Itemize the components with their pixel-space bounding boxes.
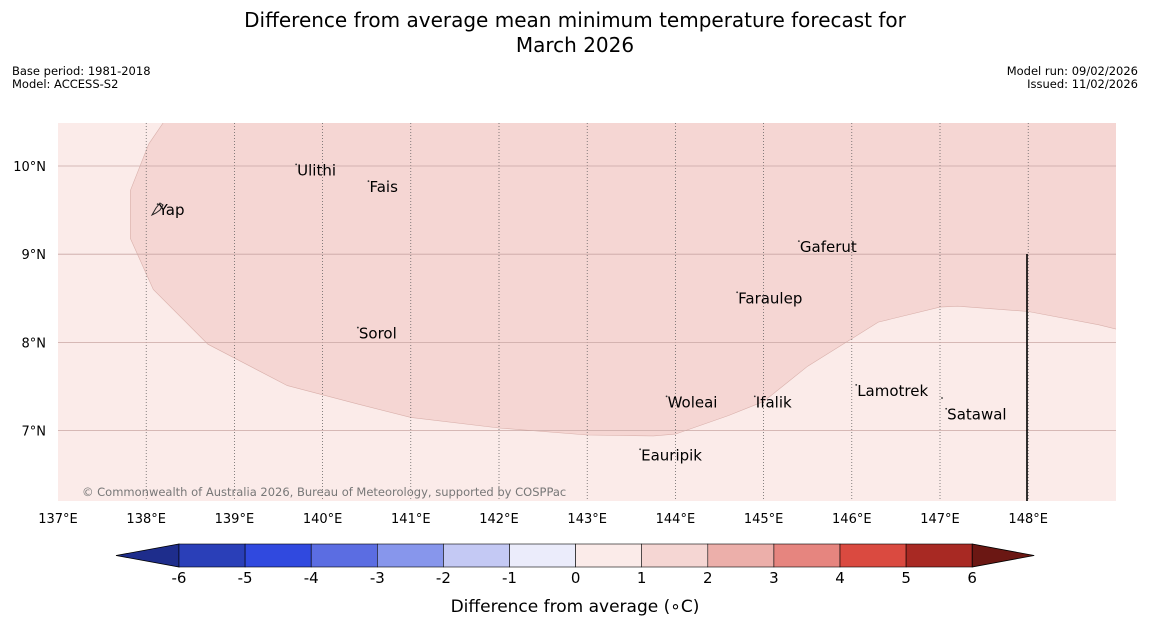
colorbar-bin [773, 543, 841, 568]
island-dot [941, 397, 943, 399]
colorbar-tick-label: 6 [967, 569, 977, 587]
x-tick-label: 144°E [656, 512, 696, 527]
place-label: Fais [369, 178, 398, 196]
place-label: Woleai [668, 393, 718, 411]
model-run: Model run: 09/02/2026 [1006, 64, 1138, 78]
model-name: Model: ACCESS-S2 [12, 77, 119, 91]
place-label: Eauripik [641, 446, 702, 464]
place-marker [639, 448, 642, 451]
colorbar-bin [310, 543, 378, 568]
place-marker [367, 180, 370, 183]
place-label: Ifalik [756, 393, 792, 411]
place-marker [156, 203, 159, 206]
x-tick-label: 138°E [126, 512, 166, 527]
colorbar-tick-label: -6 [172, 569, 187, 587]
y-axis-ticks: 10°N 9°N 8°N 7°N [13, 160, 46, 440]
colorbar-tick-label: -4 [304, 569, 319, 587]
anomaly-region-0 [130, 123, 1116, 437]
place-marker [665, 395, 668, 398]
title-line-2: March 2026 [515, 33, 635, 57]
colorbar-tick-label: 3 [769, 569, 779, 587]
x-tick-label: 148°E [1008, 512, 1048, 527]
x-tick-label: 141°E [391, 512, 431, 527]
y-tick-label: 8°N [22, 336, 47, 351]
place-label: Yap [158, 201, 185, 219]
colorbar: -6 -5 -4 -3 -2 -1 0 1 2 3 4 5 6 [115, 543, 1035, 587]
colorbar-tick-label: -2 [436, 569, 451, 587]
colorbar-bin [905, 543, 973, 568]
place-label: Gaferut [800, 238, 857, 256]
colorbar-bin [839, 543, 907, 568]
colorbar-tick-label: 0 [571, 569, 581, 587]
x-tick-label: 146°E [832, 512, 872, 527]
base-period: Base period: 1981-2018 [12, 64, 151, 78]
place-label: Ulithi [297, 161, 336, 179]
copyright-notice: © Commonwealth of Australia 2026, Bureau… [82, 485, 566, 499]
meta-right: Model run: 09/02/2026 Issued: 11/02/2026 [1007, 65, 1138, 91]
x-axis-ticks: 137°E 138°E 139°E 140°E 141°E 142°E 143°E 144°E… [38, 512, 1048, 527]
colorbar-tick-label: 2 [703, 569, 713, 587]
y-tick-label: 10°N [13, 160, 46, 175]
colorbar-extend-low [115, 543, 180, 568]
x-tick-label: 140°E [303, 512, 343, 527]
place-label: Lamotrek [857, 382, 928, 400]
place-label: Faraulep [738, 289, 802, 307]
x-tick-label: 142°E [479, 512, 519, 527]
place-labels: Yap Ulithi Fais Sorol Gaferut Faraulep Woleai I… [150, 161, 1007, 464]
place-label: Sorol [359, 325, 397, 343]
colorbar-bin [707, 543, 775, 568]
colorbar-bin [376, 543, 444, 568]
place-marker [945, 407, 948, 410]
y-tick-label: 7°N [22, 425, 47, 440]
place-marker [855, 384, 858, 386]
place-marker [295, 163, 298, 166]
colorbar-tick-label: -1 [502, 569, 517, 587]
colorbar-bin [575, 543, 642, 568]
issued-date: Issued: 11/02/2026 [1027, 77, 1138, 91]
chart-title: Difference from average mean minimum tem… [0, 8, 1150, 58]
place-marker [797, 240, 800, 243]
colorbar-bin [244, 543, 312, 568]
x-tick-label: 145°E [744, 512, 784, 527]
place-label: Satawal [947, 406, 1006, 424]
colorbar-tick-label: -3 [370, 569, 385, 587]
colorbar-extend-high [971, 543, 1035, 568]
colorbar-label: Difference from average (∘C) [451, 597, 700, 617]
x-tick-label: 137°E [38, 512, 78, 527]
place-marker [753, 395, 756, 398]
colorbar-bin [641, 543, 709, 568]
colorbar-tick-label: 1 [637, 569, 647, 587]
colorbar-bin [178, 543, 246, 568]
x-tick-label: 139°E [215, 512, 255, 527]
x-tick-label: 143°E [567, 512, 607, 527]
colorbar-tick-label: -5 [238, 569, 253, 587]
x-tick-label: 147°E [920, 512, 960, 527]
place-marker [356, 326, 359, 329]
meta-left: Base period: 1981-2018 Model: ACCESS-S2 [12, 65, 151, 91]
colorbar-tick-label: 5 [901, 569, 911, 587]
anomaly-regions [130, 123, 1116, 437]
colorbar-bin [509, 543, 576, 568]
place-marker [736, 291, 739, 294]
colorbar-tick-label: 4 [835, 569, 845, 587]
y-tick-label: 9°N [22, 248, 47, 263]
yap-island-shape [150, 202, 164, 217]
gridlines [58, 123, 1116, 501]
colorbar-bin [443, 543, 510, 568]
title-line-1: Difference from average mean minimum tem… [244, 8, 906, 32]
